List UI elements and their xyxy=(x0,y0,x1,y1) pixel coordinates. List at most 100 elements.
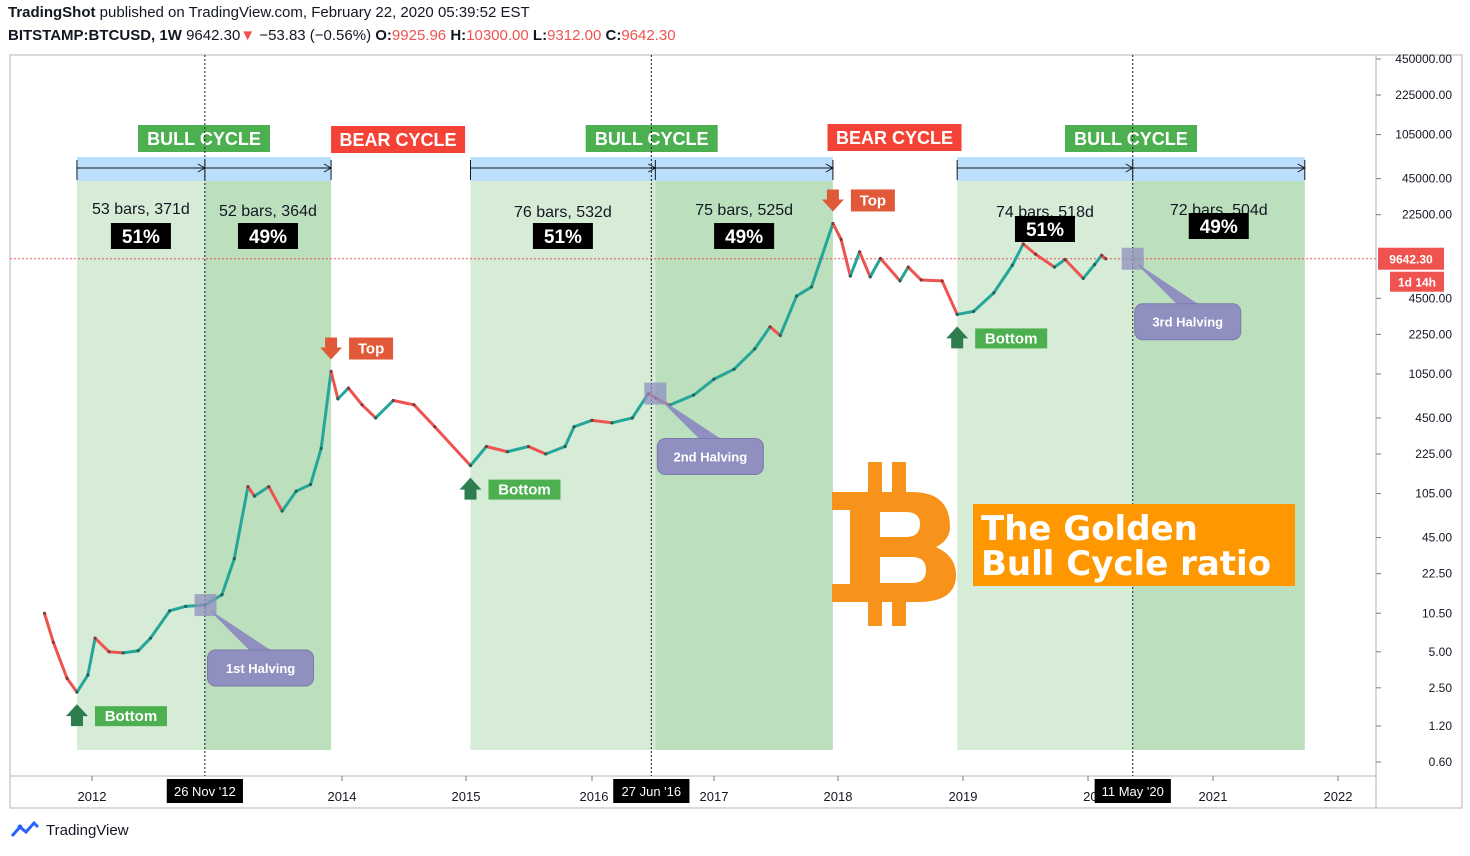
high-label: H: xyxy=(450,27,467,44)
price-axis[interactable] xyxy=(1375,54,1463,809)
price-segment xyxy=(810,221,835,289)
halving-callout xyxy=(1134,303,1242,341)
y-tick-label: 45000.00 xyxy=(1402,172,1452,186)
footer: TradingView xyxy=(10,820,129,840)
price-point xyxy=(768,325,772,329)
price-point xyxy=(184,604,188,608)
price-point xyxy=(1100,253,1104,257)
y-tick-label: 2.50 xyxy=(1429,681,1453,695)
price-point xyxy=(630,416,634,420)
price-point xyxy=(919,278,923,282)
price-point xyxy=(831,221,835,226)
price-point xyxy=(590,418,594,422)
price-segment xyxy=(955,309,976,316)
x-tick-label: 2019 xyxy=(949,789,978,804)
halving-label: 1st Halving xyxy=(226,661,295,676)
ohlc-legend: BITSTAMP:BTCUSD, 1W 9642.30▼ −53.83 (−0.… xyxy=(8,27,676,44)
bear-cycle-label: BEAR CYCLE xyxy=(836,128,953,148)
tradingview-brand[interactable]: TradingView xyxy=(46,821,129,839)
price-segment xyxy=(148,609,172,640)
price-point xyxy=(360,403,364,407)
price-point xyxy=(329,369,333,374)
price-segment xyxy=(563,425,576,448)
top-arrow-icon xyxy=(320,337,343,360)
price-point xyxy=(168,609,172,613)
price-segment xyxy=(319,370,333,451)
y-tick-label: 450.00 xyxy=(1415,411,1452,425)
price-segment xyxy=(505,444,530,454)
cycle-percent-right-box xyxy=(1188,213,1249,239)
bottom-badge xyxy=(94,706,167,727)
price-segment xyxy=(232,485,250,561)
cycle-measure-arrowhead xyxy=(648,163,657,173)
y-tick-label: 1.20 xyxy=(1429,719,1453,733)
y-tick-label: 1050.00 xyxy=(1409,367,1453,381)
top-label: Top xyxy=(358,341,384,358)
price-point xyxy=(1052,265,1057,269)
cycle-measure-arrowhead xyxy=(323,163,333,173)
price-point xyxy=(51,640,55,644)
bear-cycle-badge xyxy=(331,126,466,153)
bear-cycle-badge xyxy=(827,124,962,151)
price-segment xyxy=(839,237,852,278)
price-point xyxy=(107,650,111,654)
cycle-percent-left: 51% xyxy=(544,227,582,248)
price-point xyxy=(526,444,531,449)
date-marker-label: 27 Jun '16 xyxy=(622,784,682,799)
price-point xyxy=(65,676,69,680)
price-point xyxy=(280,509,284,513)
price-point xyxy=(412,403,416,407)
price-segment xyxy=(753,325,772,351)
symbol-label[interactable]: BITSTAMP:BTCUSD, 1W xyxy=(8,27,182,44)
price-point xyxy=(1092,263,1097,267)
price-segment xyxy=(572,418,594,429)
y-tick-label: 225.00 xyxy=(1415,447,1452,461)
cycle-stats-left: 76 bars, 532d xyxy=(514,204,612,221)
price-segment xyxy=(1021,242,1038,256)
publish-info: TradingShot published on TradingView.com… xyxy=(8,4,530,21)
price-point xyxy=(868,275,872,279)
last-price: 9642.30 xyxy=(186,27,241,44)
cycle-measure-arrowhead xyxy=(1297,163,1306,173)
price-segment xyxy=(906,265,923,282)
y-tick-label: 22500.00 xyxy=(1402,208,1452,222)
low-value: 9312.00 xyxy=(547,27,602,44)
date-marker-box xyxy=(166,779,243,803)
price-point xyxy=(391,398,395,403)
price-point xyxy=(1010,263,1014,267)
author-name[interactable]: TradingShot xyxy=(8,4,96,21)
last-price-badge[interactable] xyxy=(1378,247,1444,270)
cycle-percent-left-box xyxy=(110,223,171,249)
x-tick-label: 2014 xyxy=(328,789,357,804)
price-point xyxy=(232,557,236,561)
bitcoin-logo-body xyxy=(832,492,956,602)
halving-callout xyxy=(207,649,315,687)
price-point xyxy=(308,482,313,487)
price-point xyxy=(610,421,614,425)
price-point xyxy=(468,463,473,468)
price-segment xyxy=(1034,252,1056,269)
price-point xyxy=(75,690,79,694)
bitcoin-logo-icon xyxy=(832,462,956,626)
y-tick-label: 2250.00 xyxy=(1409,327,1453,341)
price-point xyxy=(906,265,910,269)
date-marker-label: 26 Nov '12 xyxy=(174,784,236,799)
price-segment xyxy=(778,294,799,338)
price-point xyxy=(712,377,716,381)
price-point xyxy=(1081,276,1085,281)
y-tick-label: 105.00 xyxy=(1415,487,1452,501)
bull-cycle-badge xyxy=(138,125,271,152)
price-segment xyxy=(1063,257,1085,280)
chart-title-line2: Bull Cycle ratio xyxy=(981,544,1271,584)
price-point xyxy=(732,367,736,371)
price-point xyxy=(794,294,799,298)
price-segment xyxy=(468,444,488,468)
tradingview-logo-icon[interactable] xyxy=(10,820,40,840)
price-segment xyxy=(972,291,996,313)
date-marker-box xyxy=(613,779,690,803)
price-point xyxy=(972,309,976,313)
cycle-percent-right-box xyxy=(714,223,775,249)
price-segment xyxy=(940,279,959,316)
price-point xyxy=(246,485,250,489)
